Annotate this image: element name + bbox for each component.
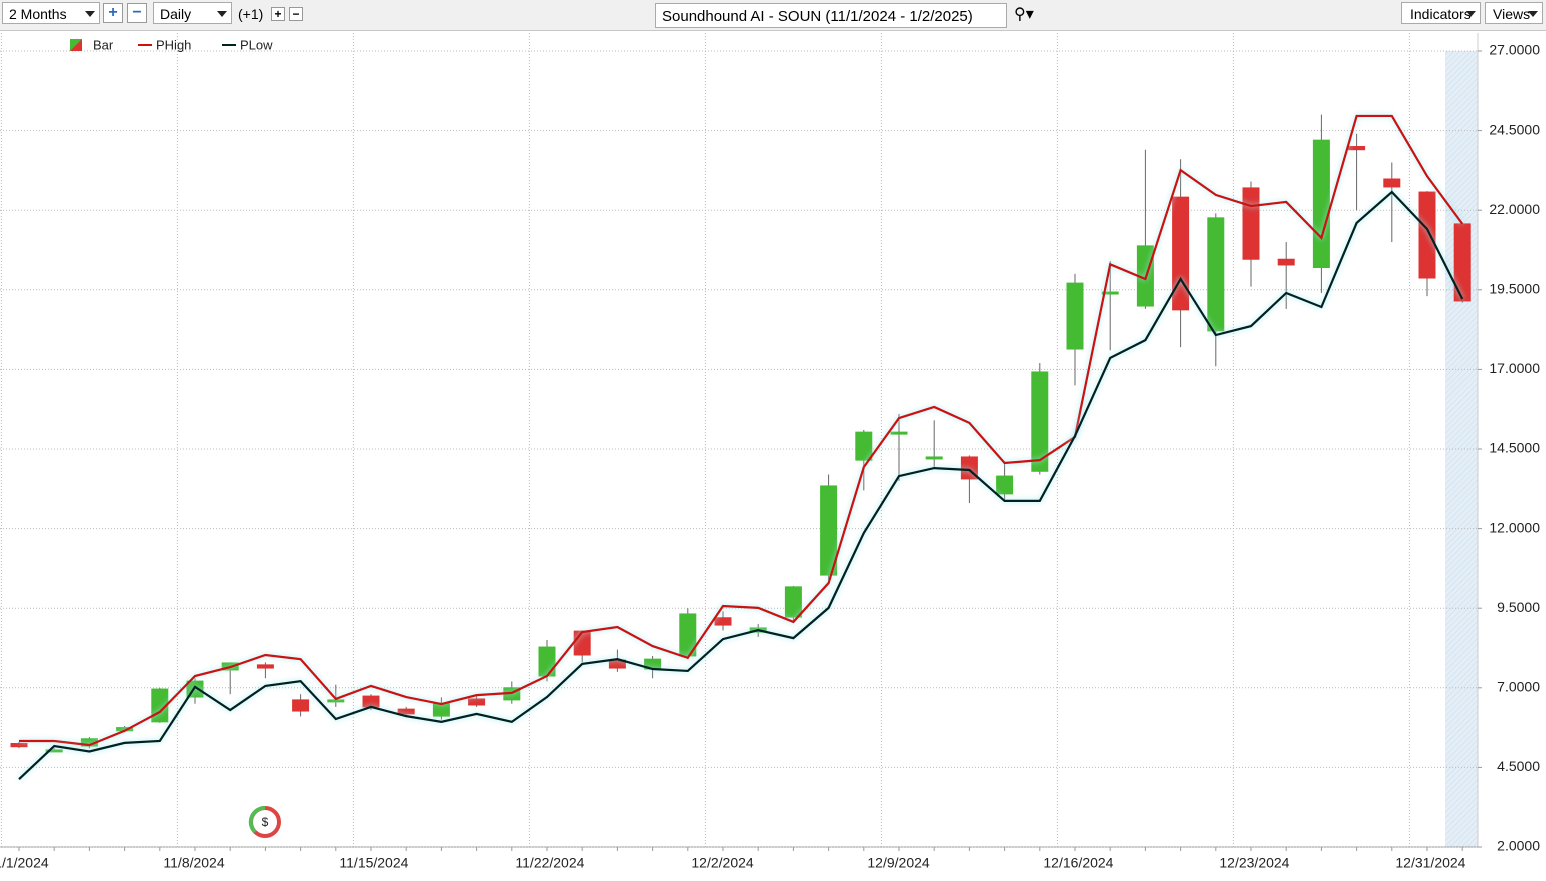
candle-body xyxy=(890,431,908,435)
x-tick-label: 12/2/2024 xyxy=(691,855,753,871)
candle-body xyxy=(256,664,274,669)
x-tick-label: 12/9/2024 xyxy=(867,855,929,871)
interval-select[interactable]: Daily xyxy=(153,2,232,24)
candle-body xyxy=(714,617,732,626)
y-tick-label: 12.0000 xyxy=(1489,519,1540,535)
views-button[interactable]: Views xyxy=(1485,2,1543,24)
add[interactable]: + xyxy=(271,7,285,21)
candle-body xyxy=(1031,371,1049,472)
indicators-button[interactable]: Indicators xyxy=(1401,2,1481,24)
candle-body xyxy=(1383,178,1401,188)
zoom-out[interactable]: − xyxy=(127,3,147,23)
candle-body xyxy=(820,485,838,576)
x-tick-label: 11/1/2024 xyxy=(0,855,49,871)
candle-body xyxy=(1277,258,1295,266)
candle-body xyxy=(1066,282,1084,350)
y-tick-label: 14.5000 xyxy=(1489,440,1540,456)
candle-body xyxy=(996,475,1014,495)
y-tick-label: 9.5000 xyxy=(1497,599,1540,615)
y-tick-label: 4.5000 xyxy=(1497,758,1540,774)
candle-body xyxy=(1242,187,1260,260)
search-icon[interactable]: ⚲▾ xyxy=(1014,6,1034,23)
x-tick-label: 11/22/2024 xyxy=(515,855,584,871)
y-tick-label: 24.5000 xyxy=(1489,121,1540,137)
candle-body xyxy=(1207,217,1225,332)
x-tick-label: 12/16/2024 xyxy=(1043,855,1113,871)
candle-body xyxy=(1101,291,1119,295)
y-tick-label: 2.0000 xyxy=(1497,838,1540,854)
x-tick-label: 11/15/2024 xyxy=(339,855,408,871)
remove[interactable]: − xyxy=(289,7,303,21)
symbol-box[interactable]: Soundhound AI - SOUN (11/1/2024 - 1/2/20… xyxy=(655,3,1007,28)
candle-body xyxy=(1172,196,1190,311)
y-tick-label: 27.0000 xyxy=(1489,42,1540,58)
toolbar: 2 Months + − Daily (+1) + − Soundhound A… xyxy=(0,0,1546,31)
dollar-icon: $ xyxy=(248,805,281,838)
zoom-in[interactable]: + xyxy=(103,3,123,23)
candle-body xyxy=(925,456,943,460)
candle-body xyxy=(45,749,63,753)
candle-body xyxy=(1348,146,1366,151)
legend-swatch xyxy=(70,39,82,51)
candle-body xyxy=(784,586,802,618)
legend-label: Bar xyxy=(93,37,114,52)
legend-label: PLow xyxy=(240,37,273,52)
period-select[interactable]: 2 Months xyxy=(2,2,100,24)
candle-body xyxy=(292,699,310,712)
line-phigh xyxy=(19,114,1464,747)
candle-body xyxy=(397,708,415,715)
x-tick-label: 11/8/2024 xyxy=(163,855,224,871)
svg-text:$: $ xyxy=(262,815,269,829)
x-tick-label: 12/23/2024 xyxy=(1219,855,1289,871)
candle-body xyxy=(327,699,345,703)
offset: (+1) xyxy=(238,6,264,22)
candle-body xyxy=(1418,191,1436,279)
candle-body xyxy=(1312,139,1330,269)
candle-body xyxy=(538,646,556,677)
legend-label: PHigh xyxy=(156,37,191,52)
candle-body xyxy=(362,695,380,708)
line-plow xyxy=(18,190,1464,780)
candle-body xyxy=(855,431,873,461)
candle-body xyxy=(468,698,486,706)
x-tick-label: 12/31/2024 xyxy=(1395,855,1465,871)
candle-body xyxy=(573,630,591,656)
y-tick-label: 7.0000 xyxy=(1497,679,1540,695)
y-tick-label: 19.5000 xyxy=(1489,281,1540,297)
y-tick-label: 22.0000 xyxy=(1489,201,1540,217)
y-tick-label: 17.0000 xyxy=(1489,360,1540,376)
candle-body xyxy=(10,743,28,748)
